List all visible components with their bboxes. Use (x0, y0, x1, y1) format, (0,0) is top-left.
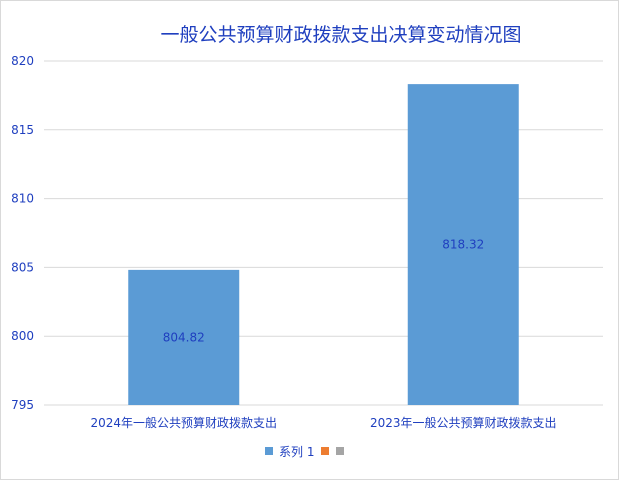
y-tick-label: 800 (11, 329, 34, 343)
y-tick-label: 815 (11, 123, 34, 137)
x-category-label: 2023年一般公共预算财政拨款支出 (370, 415, 557, 430)
legend-swatch (321, 447, 329, 455)
bar (128, 269, 240, 405)
gridlines (44, 60, 603, 406)
y-tick-label: 810 (11, 192, 34, 206)
y-tick-label: 820 (11, 54, 34, 68)
y-axis-ticks: 795 800 805 810 815 820 (11, 54, 34, 412)
legend-swatch (336, 447, 344, 455)
x-category-label: 2024年一般公共预算财政拨款支出 (90, 415, 277, 430)
legend: 系列 1 (265, 445, 344, 459)
x-axis-categories: 2024年一般公共预算财政拨款支出 2023年一般公共预算财政拨款支出 (90, 415, 556, 430)
legend-swatch (265, 447, 273, 455)
data-label: 804.82 (163, 330, 205, 344)
bars (128, 84, 519, 406)
data-labels: 804.82 818.32 (163, 238, 485, 345)
bar (407, 84, 519, 406)
chart-title: 一般公共预算财政拨款支出决算变动情况图 (160, 24, 521, 46)
y-tick-label: 805 (11, 260, 34, 274)
y-tick-label: 795 (11, 398, 34, 412)
data-label: 818.32 (442, 238, 484, 252)
legend-label: 系列 1 (279, 445, 314, 459)
